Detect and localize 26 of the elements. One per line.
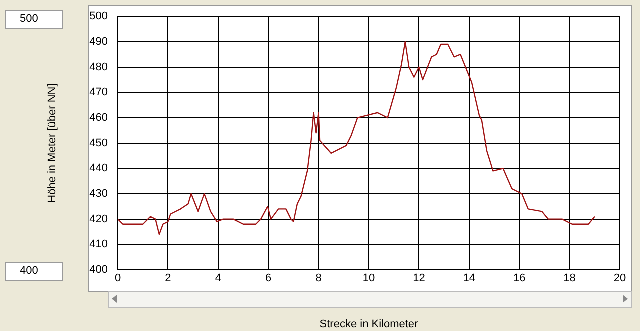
x-tick-label: 2 <box>165 272 172 285</box>
y-tick-label: 420 <box>90 213 108 226</box>
y-tick-label: 470 <box>90 86 108 99</box>
x-tick-label: 16 <box>513 272 526 285</box>
y-tick-label: 490 <box>90 36 108 48</box>
y-tick-label: 430 <box>90 188 108 200</box>
y-tick-label: 450 <box>90 137 108 150</box>
x-tick-label: 10 <box>362 272 376 285</box>
y-tick-label: 400 <box>90 264 108 276</box>
x-tick-label: 20 <box>614 272 626 285</box>
y-tick-label: 440 <box>90 162 108 175</box>
text: 400 <box>5 262 63 281</box>
y-tick-label: 410 <box>90 238 108 251</box>
x-tick-label: 18 <box>564 272 576 285</box>
y-tick-label: 500 <box>90 10 108 23</box>
x-axis-title: Strecke in Kilometer <box>320 318 419 330</box>
x-tick-label: 12 <box>413 272 426 285</box>
x-tick-label: 6 <box>266 272 272 285</box>
y-tick-label: 480 <box>90 61 108 74</box>
x-tick-label: 0 <box>114 272 122 285</box>
x-tick-label: 14 <box>463 272 476 285</box>
y-tick-label: 460 <box>90 112 108 124</box>
x-tick-label: 4 <box>215 272 222 285</box>
text: 500 <box>5 10 63 29</box>
y-axis-title: Höhe in Meter [über NN] <box>46 84 59 203</box>
x-tick-label: 8 <box>316 272 322 285</box>
